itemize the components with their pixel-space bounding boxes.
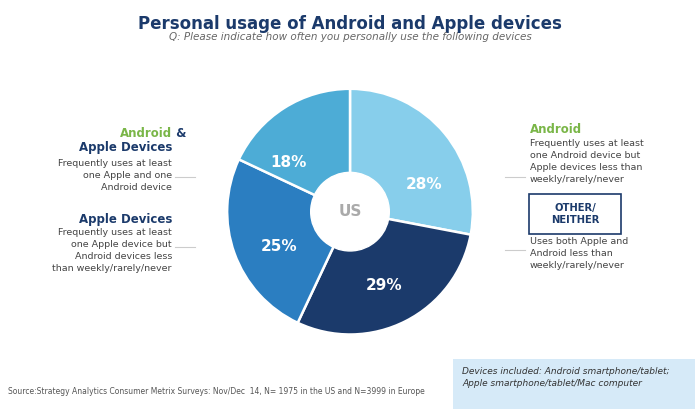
Text: Frequently uses at least
one Apple and one
Android device: Frequently uses at least one Apple and o… — [58, 159, 172, 192]
Text: Apple Devices: Apple Devices — [78, 213, 172, 226]
FancyBboxPatch shape — [453, 359, 695, 409]
Text: Frequently uses at least
one Apple device but
Android devices less
than weekly/r: Frequently uses at least one Apple devic… — [52, 228, 172, 273]
Text: Android: Android — [530, 123, 582, 136]
Text: US: US — [338, 204, 362, 219]
Wedge shape — [228, 159, 350, 323]
Wedge shape — [239, 89, 350, 212]
Text: Uses both Apple and
Android less than
weekly/rarely/never: Uses both Apple and Android less than we… — [530, 237, 629, 270]
Circle shape — [311, 172, 389, 251]
Text: 18%: 18% — [270, 155, 307, 170]
Text: Q: Please indicate how often you personally use the following devices: Q: Please indicate how often you persona… — [169, 32, 531, 42]
Text: Source:Strategy Analytics Consumer Metrix Surveys: Nov/Dec  14, N= 1975 in the U: Source:Strategy Analytics Consumer Metri… — [8, 387, 425, 396]
Text: Frequently uses at least
one Android device but
Apple devices less than
weekly/r: Frequently uses at least one Android dev… — [530, 139, 644, 184]
Text: 28%: 28% — [405, 177, 442, 192]
Text: Personal usage of Android and Apple devices: Personal usage of Android and Apple devi… — [138, 15, 562, 33]
Text: OTHER/
NEITHER: OTHER/ NEITHER — [551, 203, 599, 225]
Text: 25%: 25% — [260, 239, 297, 254]
Text: Apple Devices: Apple Devices — [78, 141, 172, 154]
Text: Devices included: Android smartphone/tablet;
Apple smartphone/tablet/Mac compute: Devices included: Android smartphone/tab… — [462, 367, 669, 388]
Text: Android: Android — [120, 127, 172, 140]
Wedge shape — [350, 89, 472, 234]
FancyBboxPatch shape — [529, 194, 621, 234]
Text: &: & — [172, 127, 186, 140]
Wedge shape — [298, 212, 470, 334]
Text: 29%: 29% — [366, 278, 402, 293]
